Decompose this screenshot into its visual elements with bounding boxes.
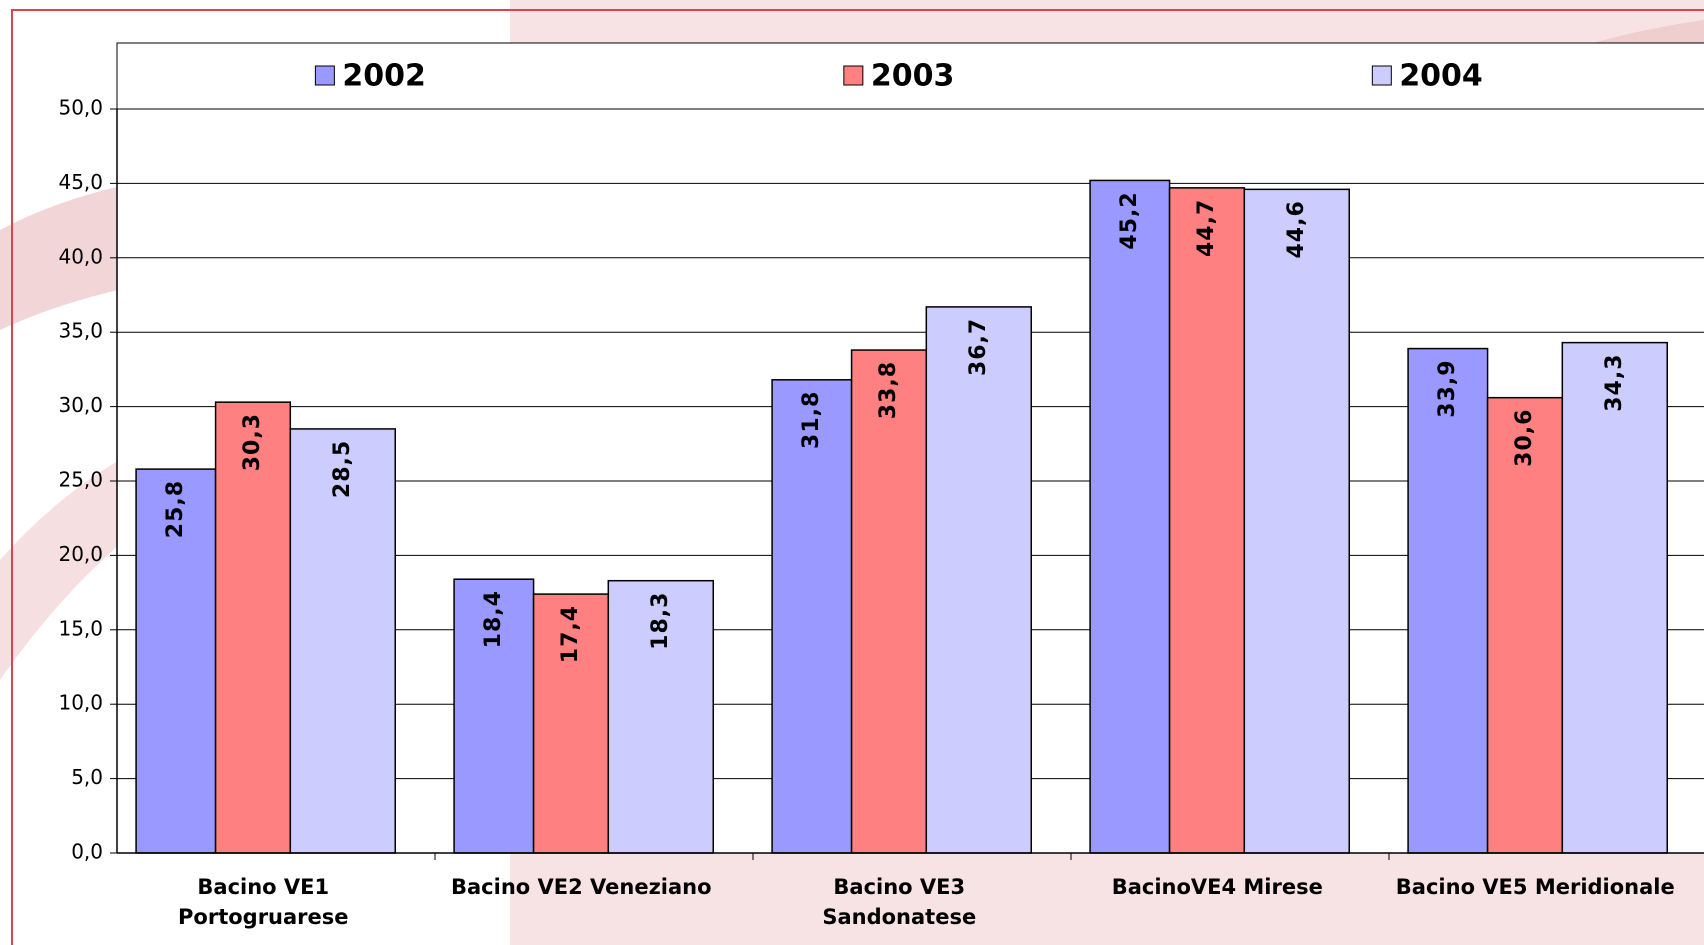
bar [1407,347,1489,854]
bar [1089,179,1171,854]
legend-label: 2003 [871,59,955,94]
y-tick-label: 0,0 [71,840,103,864]
bar [1168,187,1246,854]
x-tick-label: Bacino VE5 Meridionale [1396,875,1675,899]
y-tick-label: 10,0 [58,691,103,715]
data-label: 25,8 [163,480,188,538]
legend-label: 2002 [342,59,426,94]
x-tick-label: BacinoVE4 Mirese [1112,875,1323,899]
bar [214,401,292,854]
data-label: 33,9 [1435,359,1460,417]
y-tick-label: 40,0 [58,244,103,268]
data-label: 18,3 [648,592,673,650]
data-label: 30,3 [240,413,265,471]
bar [135,468,217,854]
data-label: 44,7 [1194,199,1219,257]
legend-swatch [1371,65,1392,86]
y-tick-label: 20,0 [58,542,103,566]
bar [607,579,714,854]
y-tick-label: 25,0 [58,468,103,492]
y-tick-label: 30,0 [58,393,103,417]
x-tick-label: Bacino VE1 Portogruarese [178,875,349,929]
bar [453,578,535,854]
data-label: 34,3 [1602,353,1627,411]
legend-swatch [843,65,864,86]
y-tick-label: 50,0 [58,96,103,120]
data-label: 18,4 [481,590,506,648]
data-label: 45,2 [1117,191,1142,249]
legend-label: 2004 [1399,59,1483,94]
y-tick-label: 45,0 [58,170,103,194]
data-label: 33,8 [876,361,901,419]
legend-swatch [314,65,335,86]
bar [771,379,853,854]
x-tick-label: Bacino VE3 Sandonatese [822,875,976,929]
bar [850,349,928,854]
bar [1243,188,1351,854]
data-label: 30,6 [1512,409,1537,467]
bar [289,428,396,854]
y-tick-label: 35,0 [58,319,103,343]
data-label: 44,6 [1284,200,1309,258]
y-tick-label: 15,0 [58,616,103,640]
y-tick-label: 5,0 [71,765,103,789]
data-label: 36,7 [966,318,991,376]
bar [1486,396,1564,854]
data-label: 28,5 [330,440,355,498]
bar [1561,341,1669,854]
frame [11,9,1704,945]
bar [925,306,1032,854]
x-tick-label: Bacino VE2 Veneziano [451,875,712,899]
data-label: 17,4 [558,605,583,663]
data-label: 31,8 [799,391,824,449]
